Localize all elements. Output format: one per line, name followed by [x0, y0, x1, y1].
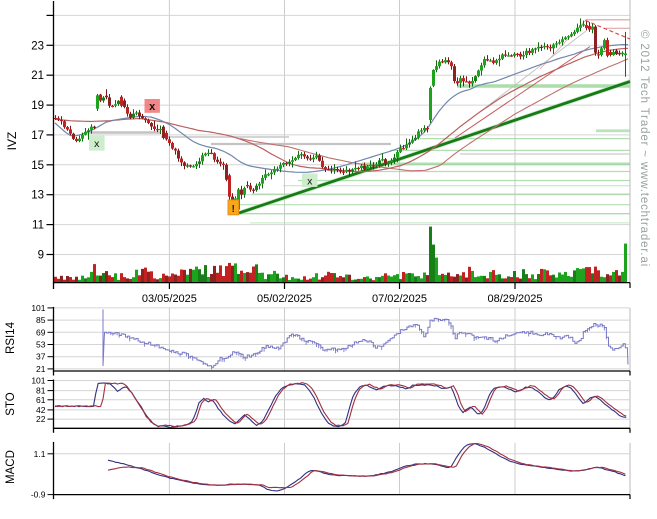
- svg-text:03/05/2025: 03/05/2025: [142, 293, 197, 305]
- svg-text:37: 37: [36, 352, 46, 362]
- svg-text:53: 53: [36, 340, 46, 350]
- svg-text:101: 101: [31, 376, 45, 386]
- svg-text:13: 13: [31, 190, 44, 202]
- svg-text:1.1: 1.1: [34, 449, 46, 459]
- svg-text:x: x: [94, 138, 100, 150]
- svg-text:08/29/2025: 08/29/2025: [487, 293, 542, 305]
- svg-text:81: 81: [36, 386, 46, 396]
- svg-text:STO: STO: [5, 392, 17, 415]
- svg-text:11: 11: [32, 220, 44, 232]
- svg-text:RSI14: RSI14: [5, 321, 17, 354]
- svg-text:x: x: [149, 101, 156, 113]
- svg-text:07/02/2025: 07/02/2025: [372, 293, 427, 305]
- svg-text:69: 69: [36, 327, 46, 337]
- svg-text:15: 15: [31, 160, 44, 172]
- svg-text:19: 19: [31, 100, 44, 112]
- svg-text:101: 101: [31, 303, 45, 313]
- svg-text:© 2012 Tech Trader ~ www.techt: © 2012 Tech Trader ~ www.techtrader.ai: [638, 30, 650, 267]
- svg-text:05/02/2025: 05/02/2025: [257, 293, 312, 305]
- svg-text:22: 22: [36, 414, 46, 424]
- svg-text:17: 17: [31, 130, 44, 142]
- svg-text:x: x: [307, 175, 313, 187]
- svg-text:23: 23: [31, 40, 44, 52]
- svg-text:-0.9: -0.9: [31, 490, 46, 500]
- svg-text:!: !: [231, 203, 235, 215]
- svg-text:21: 21: [36, 364, 46, 374]
- svg-text:61: 61: [36, 395, 46, 405]
- svg-text:85: 85: [36, 315, 46, 325]
- svg-text:42: 42: [36, 405, 46, 415]
- svg-text:21: 21: [31, 70, 44, 82]
- svg-text:9: 9: [38, 250, 44, 262]
- svg-text:MACD: MACD: [5, 450, 17, 484]
- svg-text:IVZ: IVZ: [5, 132, 19, 151]
